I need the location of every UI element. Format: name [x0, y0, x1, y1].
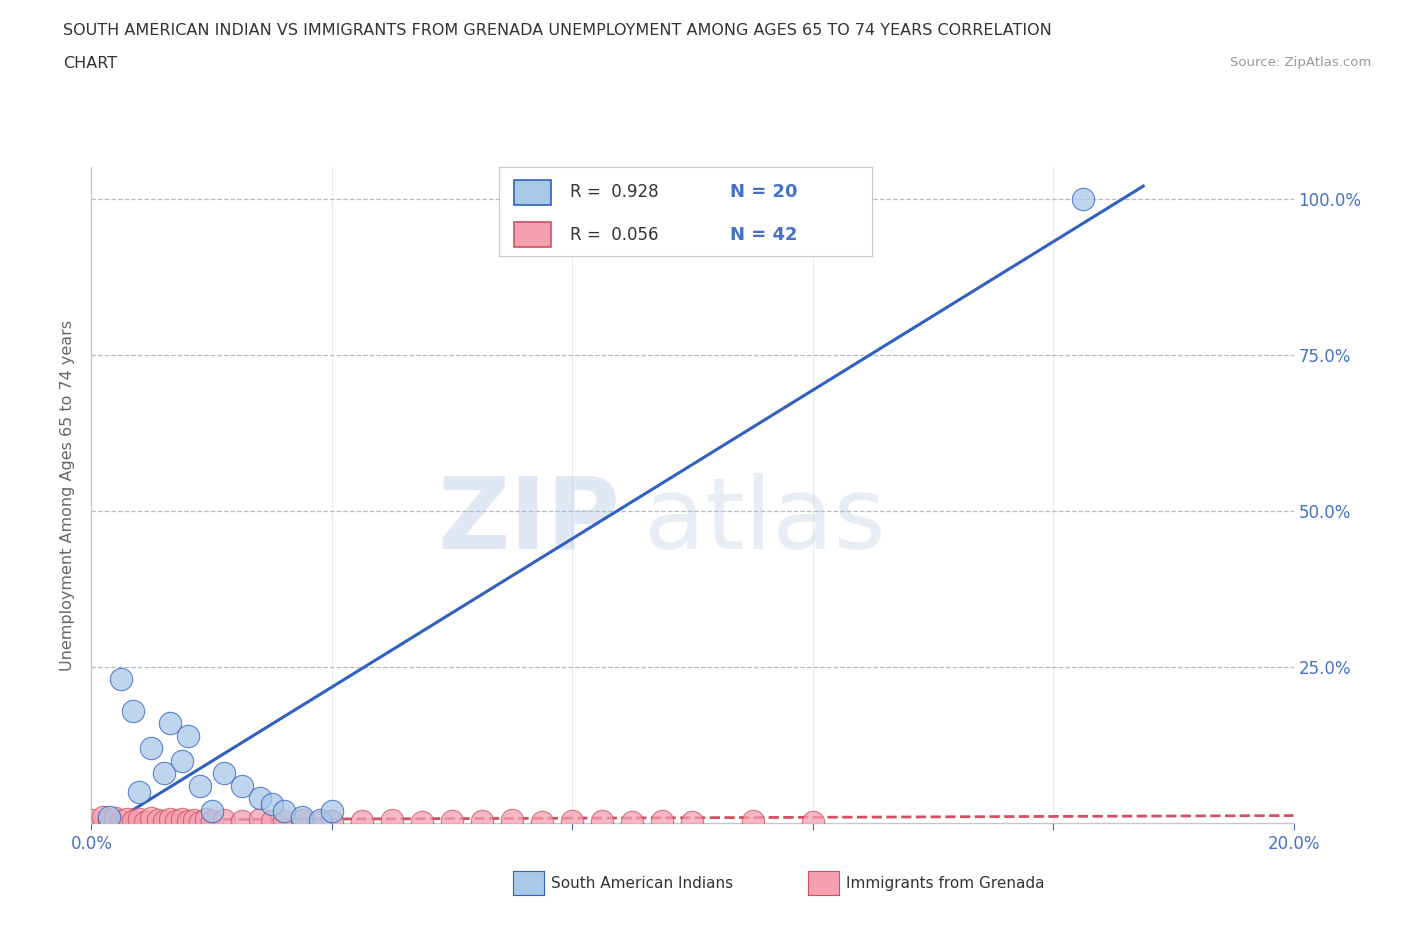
Text: N = 42: N = 42 — [730, 226, 797, 244]
Point — [141, 740, 163, 755]
Point — [651, 814, 673, 829]
Text: Source: ZipAtlas.com: Source: ZipAtlas.com — [1230, 56, 1371, 69]
Point — [591, 813, 613, 828]
Point — [681, 815, 703, 830]
Point — [159, 716, 181, 731]
Point — [1071, 192, 1094, 206]
Point — [231, 814, 253, 829]
Point — [741, 814, 763, 829]
Point — [188, 815, 211, 830]
Point — [80, 813, 103, 828]
Point — [321, 804, 343, 818]
Point — [122, 813, 145, 828]
Point — [152, 814, 174, 829]
Point — [212, 765, 235, 780]
Text: R =  0.928: R = 0.928 — [569, 183, 658, 201]
Point — [321, 813, 343, 828]
Text: N = 20: N = 20 — [730, 183, 797, 201]
Point — [350, 814, 373, 829]
Text: R =  0.056: R = 0.056 — [569, 226, 658, 244]
Point — [411, 815, 433, 830]
Text: CHART: CHART — [63, 56, 117, 71]
Point — [128, 784, 150, 799]
Point — [201, 804, 224, 818]
Point — [273, 804, 295, 818]
Point — [176, 814, 198, 829]
Point — [159, 811, 181, 826]
Point — [110, 814, 132, 829]
Point — [273, 814, 295, 829]
Point — [212, 813, 235, 828]
Point — [122, 703, 145, 718]
Point — [381, 813, 404, 828]
Point — [146, 813, 169, 828]
Text: atlas: atlas — [644, 473, 886, 570]
Point — [308, 815, 330, 830]
Point — [141, 811, 163, 826]
Point — [440, 813, 463, 828]
Point — [170, 812, 193, 827]
Y-axis label: Unemployment Among Ages 65 to 74 years: Unemployment Among Ages 65 to 74 years — [60, 320, 76, 671]
Point — [291, 809, 314, 824]
Point — [260, 813, 283, 828]
Point — [152, 765, 174, 780]
Point — [93, 809, 115, 824]
Point — [176, 728, 198, 743]
Point — [471, 814, 494, 829]
Point — [249, 812, 271, 827]
Point — [165, 813, 187, 828]
Point — [531, 815, 554, 830]
Point — [194, 812, 217, 827]
Point — [128, 812, 150, 827]
Point — [134, 815, 156, 830]
Point — [621, 815, 644, 830]
Text: ZIP: ZIP — [437, 473, 620, 570]
Text: SOUTH AMERICAN INDIAN VS IMMIGRANTS FROM GRENADA UNEMPLOYMENT AMONG AGES 65 TO 7: SOUTH AMERICAN INDIAN VS IMMIGRANTS FROM… — [63, 23, 1052, 38]
Point — [291, 813, 314, 828]
Point — [117, 811, 139, 826]
Point — [201, 813, 224, 828]
Point — [110, 672, 132, 687]
Bar — [515, 179, 551, 205]
Point — [308, 813, 330, 828]
Point — [249, 790, 271, 805]
Point — [170, 753, 193, 768]
Text: South American Indians: South American Indians — [551, 876, 734, 891]
Point — [501, 813, 523, 828]
Point — [188, 778, 211, 793]
Bar — [515, 222, 551, 246]
Point — [104, 811, 127, 826]
Point — [260, 797, 283, 812]
Point — [98, 809, 121, 824]
Point — [801, 815, 824, 830]
Point — [561, 814, 583, 829]
Point — [98, 813, 121, 828]
Text: Immigrants from Grenada: Immigrants from Grenada — [846, 876, 1045, 891]
Point — [231, 778, 253, 793]
Point — [183, 813, 205, 828]
